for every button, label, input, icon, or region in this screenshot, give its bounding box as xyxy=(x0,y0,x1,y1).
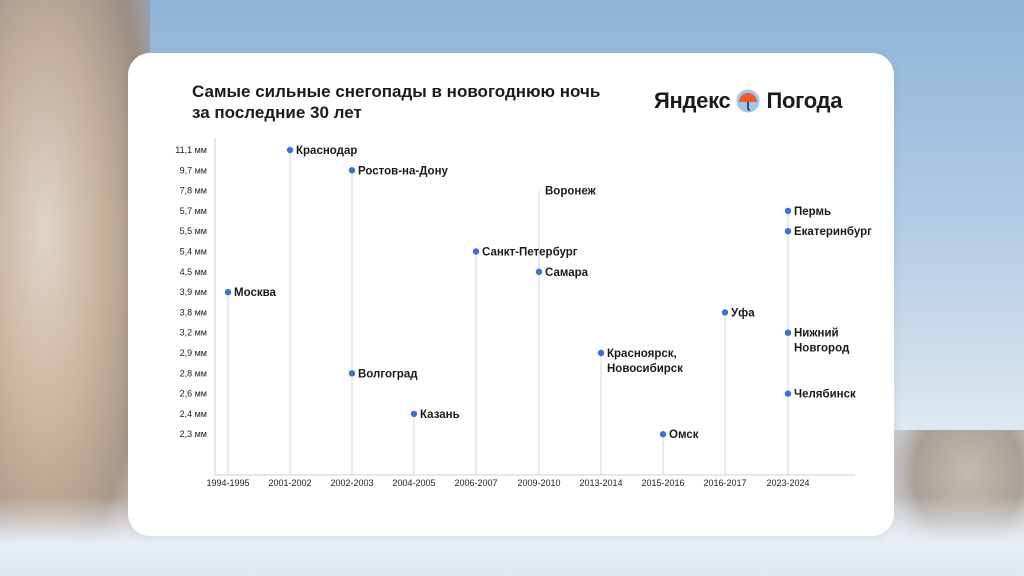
umbrella-icon xyxy=(736,89,760,113)
x-axis-labels: 1994-1995 2001-2002 2002-2003 2004-2005 2006… xyxy=(206,478,809,488)
y-tick-label: 7,8 мм xyxy=(180,186,207,196)
chart-title: Самые сильные снегопады в новогоднюю ноч… xyxy=(192,81,632,123)
point-label: Новосибирск xyxy=(607,363,683,375)
x-tick-label: 1994-1995 xyxy=(206,478,249,488)
x-tick-label: 2004-2005 xyxy=(392,478,435,488)
x-tick-label: 2002-2003 xyxy=(330,478,373,488)
point-label: Новгород xyxy=(794,343,850,355)
y-tick-label: 4,5 мм xyxy=(180,267,207,277)
point-label: Нижний xyxy=(794,328,839,340)
point-label: Москва xyxy=(234,287,277,299)
point-label: Пермь xyxy=(794,206,831,218)
point-label: Казань xyxy=(420,409,460,421)
data-point xyxy=(224,288,232,296)
chart-title-line-2: за последние 30 лет xyxy=(192,103,362,122)
point-label: Самара xyxy=(545,267,589,279)
yandex-weather-logo: Яндекс Погода xyxy=(654,87,842,115)
y-tick-label: 3,2 мм xyxy=(180,328,207,338)
x-tick-label: 2023-2024 xyxy=(766,478,809,488)
chart-card: Самые сильные снегопады в новогоднюю ноч… xyxy=(128,53,894,536)
x-tick-label: 2015-2016 xyxy=(641,478,684,488)
data-point xyxy=(286,146,294,154)
chart-stems xyxy=(227,150,789,475)
x-tick-label: 2013-2014 xyxy=(579,478,622,488)
y-tick-label: 3,9 мм xyxy=(180,287,207,297)
y-tick-label: 5,7 мм xyxy=(180,206,207,216)
y-tick-label: 2,3 мм xyxy=(180,429,207,439)
y-tick-label: 2,9 мм xyxy=(180,348,207,358)
x-tick-label: 2001-2002 xyxy=(268,478,311,488)
point-label: Екатеринбург xyxy=(794,226,872,238)
logo-text-pogoda: Погода xyxy=(766,88,843,113)
point-label: Челябинск xyxy=(794,389,856,401)
y-tick-label: 11,1 мм xyxy=(175,145,207,155)
point-label: Омск xyxy=(669,429,699,441)
data-point xyxy=(784,228,792,235)
point-label: Уфа xyxy=(731,307,755,319)
y-tick-label: 2,4 мм xyxy=(180,409,207,419)
logo-text-yandex: Яндекс xyxy=(654,88,731,113)
y-tick-label: 3,8 мм xyxy=(180,307,207,317)
data-point xyxy=(535,268,543,275)
x-tick-label: 2006-2007 xyxy=(454,478,497,488)
data-point xyxy=(597,349,605,357)
data-point xyxy=(784,329,792,336)
y-tick-label: 5,5 мм xyxy=(180,226,207,236)
data-point xyxy=(784,390,792,397)
y-tick-label: 2,6 мм xyxy=(180,389,207,399)
y-axis-labels: 11,1 мм 9,7 мм 7,8 мм 5,7 мм 5,5 мм 5,4 мм 4,5… xyxy=(175,145,207,439)
x-tick-label: 2009-2010 xyxy=(517,478,560,488)
data-point xyxy=(659,431,667,438)
y-tick-label: 5,4 мм xyxy=(180,247,207,257)
data-point xyxy=(472,248,480,255)
point-label: Краснодар xyxy=(296,145,357,157)
y-tick-label: 2,8 мм xyxy=(180,368,207,378)
point-label: Волгоград xyxy=(358,368,418,380)
snowfall-chart: 11,1 мм 9,7 мм 7,8 мм 5,7 мм 5,5 мм 5,4 мм 4,5… xyxy=(175,138,872,488)
y-tick-label: 9,7 мм xyxy=(180,165,207,175)
chart-axes xyxy=(214,138,855,476)
data-point xyxy=(784,207,792,215)
data-point xyxy=(348,370,356,377)
data-point xyxy=(721,309,729,316)
point-label: Красноярск, xyxy=(607,348,677,360)
data-point xyxy=(410,410,418,418)
data-point xyxy=(348,167,356,174)
point-label: Воронеж xyxy=(545,186,597,198)
point-label: Санкт-Петербург xyxy=(482,247,578,259)
point-label: Ростов-на-Дону xyxy=(358,165,449,177)
background-frosty-trees xyxy=(0,0,150,576)
x-tick-label: 2016-2017 xyxy=(703,478,746,488)
chart-title-line-1: Самые сильные снегопады в новогоднюю ноч… xyxy=(192,82,601,101)
